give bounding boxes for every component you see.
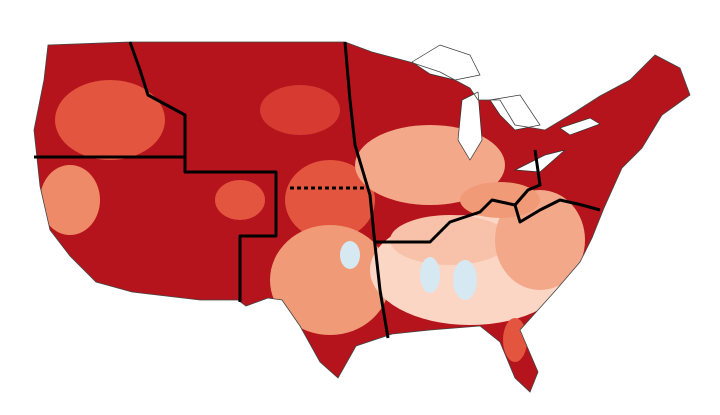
country-outline <box>33 41 691 393</box>
region-borders <box>34 41 601 339</box>
great-lakes <box>411 44 601 173</box>
